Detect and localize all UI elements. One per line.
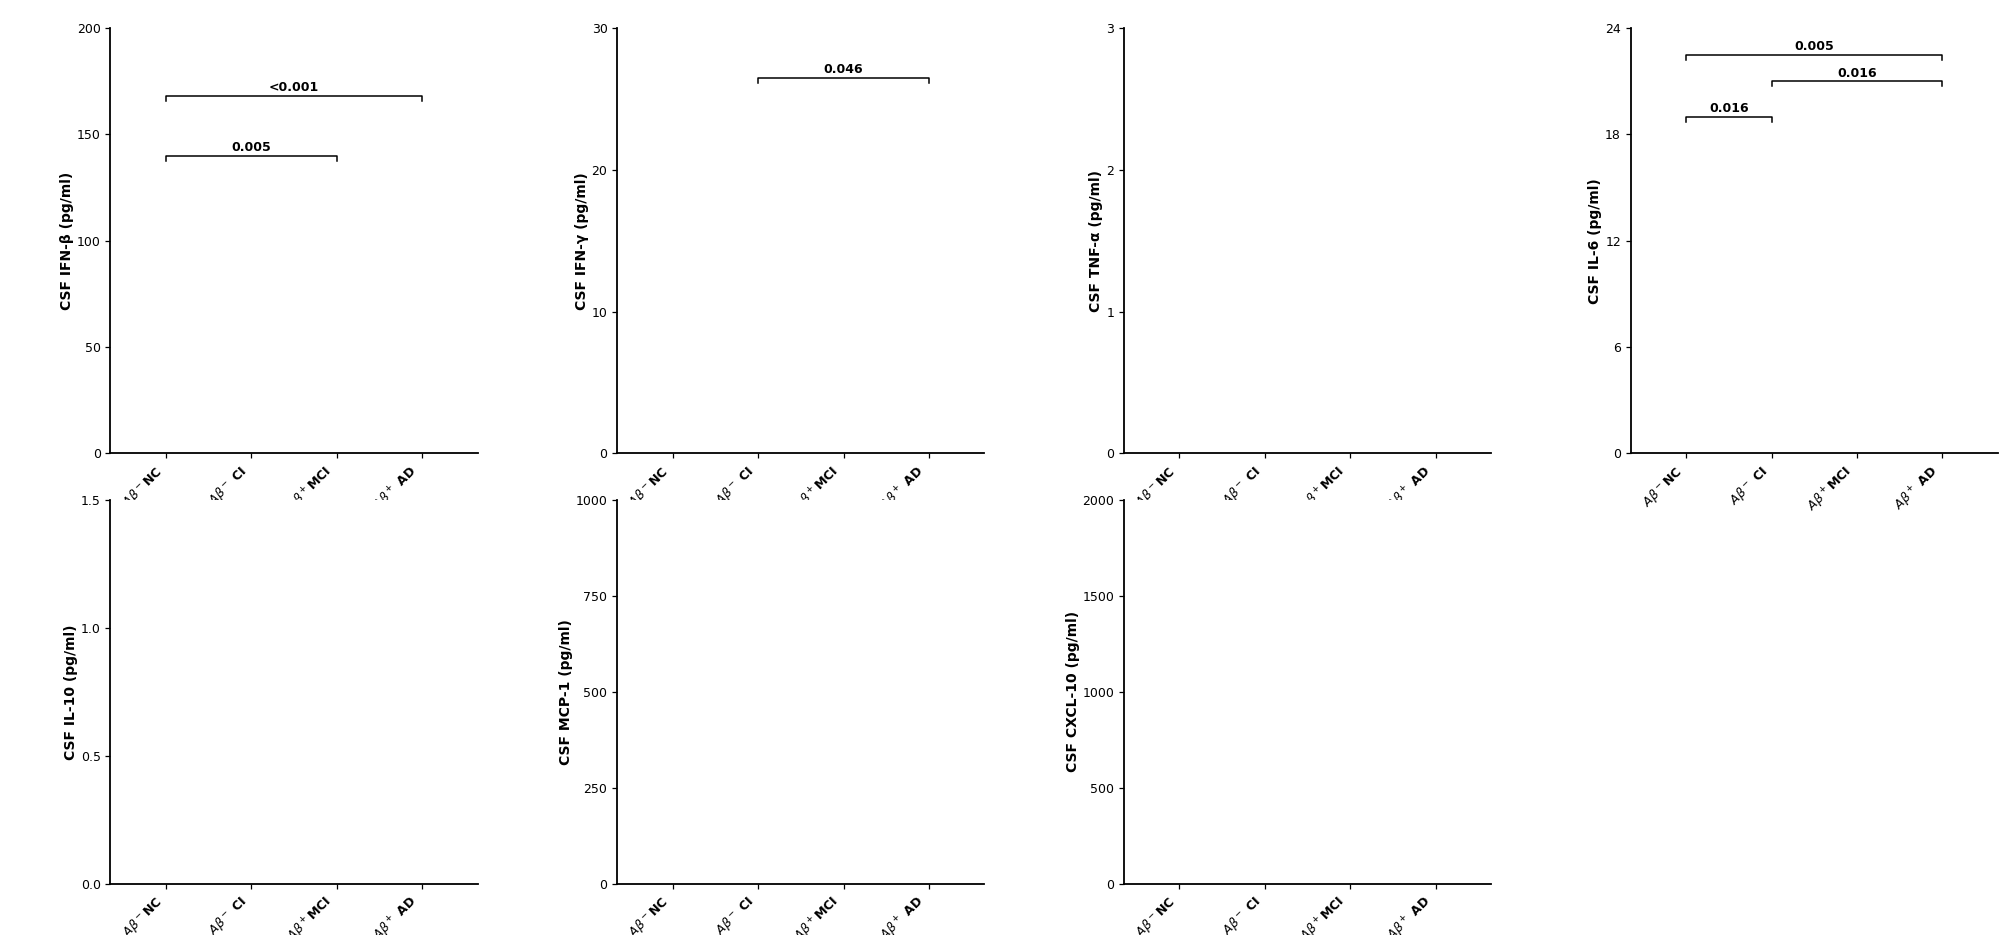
Y-axis label: CSF CXCL-10 (pg/ml): CSF CXCL-10 (pg/ml) (1066, 611, 1080, 772)
Y-axis label: CSF IFN-γ (pg/ml): CSF IFN-γ (pg/ml) (574, 172, 588, 309)
Text: 0.016: 0.016 (1708, 102, 1748, 115)
Y-axis label: CSF TNF-α (pg/ml): CSF TNF-α (pg/ml) (1090, 170, 1104, 311)
Y-axis label: CSF MCP-1 (pg/ml): CSF MCP-1 (pg/ml) (558, 619, 572, 765)
Text: 0.005: 0.005 (231, 141, 271, 154)
Text: 0.005: 0.005 (1794, 40, 1832, 53)
Text: 0.016: 0.016 (1836, 66, 1877, 79)
Y-axis label: CSF IL-10 (pg/ml): CSF IL-10 (pg/ml) (64, 625, 78, 759)
Y-axis label: CSF IL-6 (pg/ml): CSF IL-6 (pg/ml) (1588, 178, 1602, 304)
Text: <0.001: <0.001 (269, 81, 319, 94)
Text: 0.046: 0.046 (823, 63, 863, 76)
Y-axis label: CSF IFN-β (pg/ml): CSF IFN-β (pg/ml) (60, 172, 74, 309)
